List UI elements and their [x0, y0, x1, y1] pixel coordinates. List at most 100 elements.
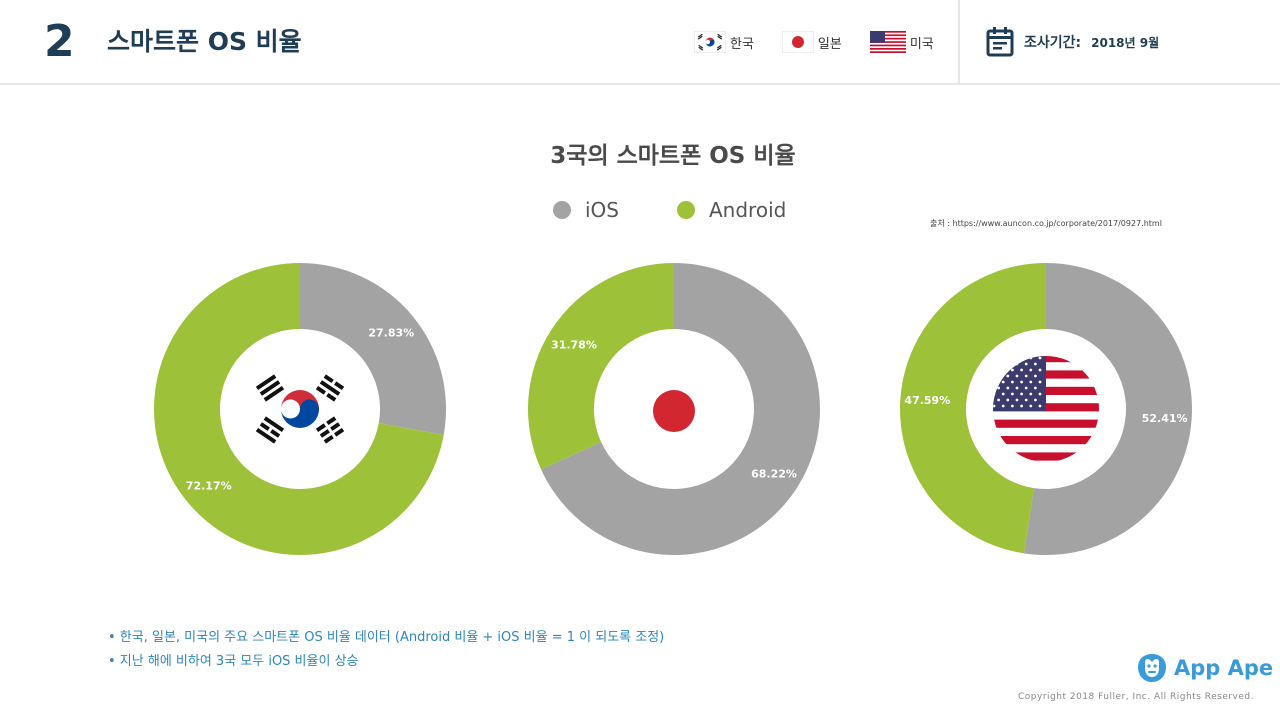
- flag-star: [1006, 374, 1010, 378]
- data-label-android: 31.78%: [551, 339, 597, 352]
- brand-logo: App Ape: [1136, 652, 1273, 684]
- flag-star: [1011, 380, 1014, 384]
- flag-star: [1001, 356, 1005, 360]
- flag-star: [1029, 380, 1033, 384]
- slide-number: 2: [44, 16, 75, 67]
- flag-star: [1001, 404, 1005, 408]
- header-divider: [958, 0, 960, 84]
- flag-star: [1034, 386, 1037, 390]
- header: 2 스마트폰 OS 비율 한국: [0, 0, 1280, 85]
- flag-star: [1034, 374, 1037, 378]
- flag-star: [997, 374, 1000, 378]
- flag-star: [1001, 380, 1005, 384]
- brand-name: App Ape: [1174, 656, 1274, 680]
- os-legend-item-android: Android: [677, 198, 786, 222]
- flag-star: [1015, 398, 1019, 402]
- flag-star: [997, 398, 1000, 402]
- os-legend-item-ios: iOS: [553, 198, 619, 222]
- japan-flag-icon: [653, 390, 695, 432]
- usa-flag-icon: [993, 356, 1099, 462]
- flag-star: [1038, 356, 1042, 360]
- flag-star: [997, 362, 1000, 366]
- flag-star: [993, 404, 996, 408]
- flag-star: [993, 392, 996, 396]
- flag-star: [993, 368, 996, 372]
- flag-star: [1034, 362, 1037, 366]
- flag-star: [1006, 398, 1010, 402]
- os-legend-label-ios: iOS: [585, 198, 619, 222]
- flag-star: [1038, 404, 1042, 408]
- flag-star: [1029, 368, 1033, 372]
- note-item: • 한국, 일본, 미국의 주요 스마트폰 OS 비율 데이터 (Android…: [108, 630, 665, 645]
- calendar-icon: [986, 27, 1014, 57]
- data-label-ios: 27.83%: [368, 327, 414, 340]
- flag-star: [1011, 356, 1014, 360]
- flag-star: [1029, 404, 1033, 408]
- flag-star: [1015, 362, 1019, 366]
- flag-star: [1011, 368, 1014, 372]
- legend-label-korea: 한국: [730, 36, 754, 52]
- flag-star: [1038, 392, 1042, 396]
- slide-title: 스마트폰 OS 비율: [107, 27, 302, 56]
- usa-flag-icon: [869, 31, 906, 53]
- data-label-ios: 52.41%: [1142, 412, 1188, 425]
- flag-star: [1034, 398, 1037, 402]
- flag-star: [993, 380, 996, 384]
- donut-slice-ios: [1023, 263, 1193, 556]
- flag-star: [1029, 392, 1033, 396]
- app-ape-logo-icon: [1138, 654, 1166, 682]
- legend-item-usa: 미국: [869, 31, 934, 53]
- period-value: 2018년 9월: [1091, 35, 1160, 50]
- flag-star: [1001, 392, 1005, 396]
- flag-star: [1029, 356, 1033, 360]
- flag-star: [1006, 362, 1010, 366]
- flag-star: [1020, 356, 1023, 360]
- donut-slice-android: [527, 262, 674, 470]
- notes: • 한국, 일본, 미국의 주요 스마트폰 OS 비율 데이터 (Android…: [108, 626, 664, 674]
- flag-star: [1001, 368, 1005, 372]
- donut-slice-android: [154, 263, 444, 556]
- copyright: Copyright 2018 Fuller, Inc. All Rights R…: [1018, 692, 1254, 702]
- flag-star: [1038, 368, 1042, 372]
- flag-star: [997, 386, 1000, 390]
- flag-star: [1024, 374, 1028, 378]
- period-label: 조사기간:: [1024, 35, 1082, 51]
- data-label-android: 72.17%: [186, 479, 232, 492]
- japan-flag-icon: [781, 31, 814, 53]
- country-legend: 한국 일본 미국: [694, 28, 934, 56]
- legend-label-usa: 미국: [909, 36, 934, 52]
- android-legend-dot: [677, 201, 695, 219]
- flag-star: [1011, 404, 1014, 408]
- flag-star: [1024, 362, 1028, 366]
- donut-slice-ios: [300, 263, 446, 435]
- flag-star: [1020, 368, 1023, 372]
- donut-slice-ios: [541, 263, 820, 555]
- korea-flag-icon: [694, 31, 726, 53]
- note-item: • 지난 해에 비하여 3국 모두 iOS 비율이 상승: [108, 654, 359, 669]
- flag-star: [1015, 374, 1019, 378]
- flag-star: [1020, 392, 1023, 396]
- flag-star: [1015, 386, 1019, 390]
- os-legend-label-android: Android: [709, 198, 787, 222]
- flag-star: [1011, 392, 1014, 396]
- flag-star: [1020, 404, 1023, 408]
- flag-star: [1024, 386, 1028, 390]
- flag-star: [1020, 380, 1023, 384]
- donut-slice-android: [900, 263, 1046, 554]
- survey-period: 조사기간: 2018년 9월: [986, 27, 1159, 57]
- ios-legend-dot: [553, 201, 571, 219]
- os-legend: iOS Android: [553, 198, 786, 222]
- legend-item-korea: 한국: [694, 31, 754, 53]
- flag-star: [1038, 380, 1042, 384]
- legend-label-japan: 일본: [817, 36, 842, 52]
- flag-star: [1024, 398, 1028, 402]
- korea-flag-icon: [255, 374, 345, 444]
- chart-title: 3국의 스마트폰 OS 비율: [550, 143, 796, 169]
- flag-star: [993, 356, 996, 360]
- data-label-ios: 68.22%: [751, 467, 797, 480]
- data-label-android: 47.59%: [904, 394, 950, 407]
- flag-star: [1006, 386, 1010, 390]
- source-note: 출처 : https://www.auncon.co.jp/corporate/…: [930, 219, 1162, 228]
- legend-item-japan: 일본: [781, 31, 842, 53]
